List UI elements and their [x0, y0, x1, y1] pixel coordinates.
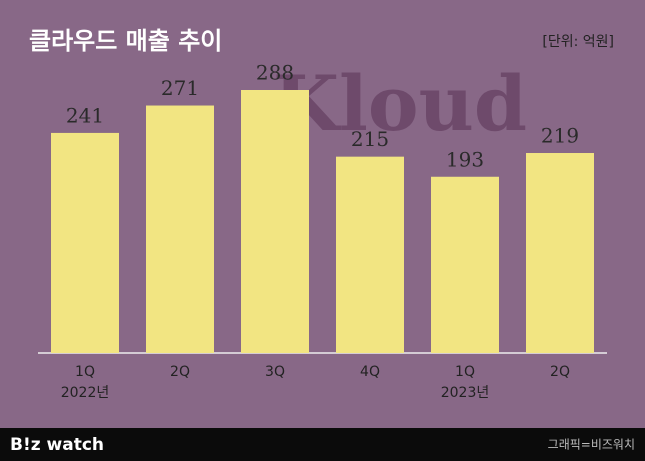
watermark: Kloud	[273, 59, 527, 148]
value-label: 219	[541, 124, 579, 148]
bar	[526, 153, 594, 353]
year-label: 2023년	[441, 385, 490, 401]
x-tick-label: 3Q	[265, 364, 285, 380]
value-label: 193	[446, 147, 484, 171]
unit-label: [단위: 억원]	[542, 34, 614, 50]
x-tick-label: 2Q	[550, 364, 570, 380]
bar	[431, 176, 499, 353]
bar	[241, 90, 309, 353]
bar	[336, 156, 404, 353]
year-label: 2022년	[61, 385, 110, 401]
bar	[51, 132, 119, 353]
chart-title: 클라우드 매출 추이	[29, 27, 222, 55]
x-tick-label: 1Q	[455, 364, 475, 380]
value-label: 241	[66, 103, 104, 127]
value-label: 288	[256, 61, 294, 85]
value-label: 215	[351, 127, 389, 151]
footer-bar	[0, 428, 645, 461]
credit: 그래픽=비즈워치	[548, 438, 635, 452]
x-tick-label: 1Q	[75, 364, 95, 380]
value-label: 271	[161, 76, 199, 100]
bar	[146, 105, 214, 353]
x-tick-label: 2Q	[170, 364, 190, 380]
x-tick-label: 4Q	[360, 364, 380, 380]
logo: B!z watch	[10, 435, 104, 455]
